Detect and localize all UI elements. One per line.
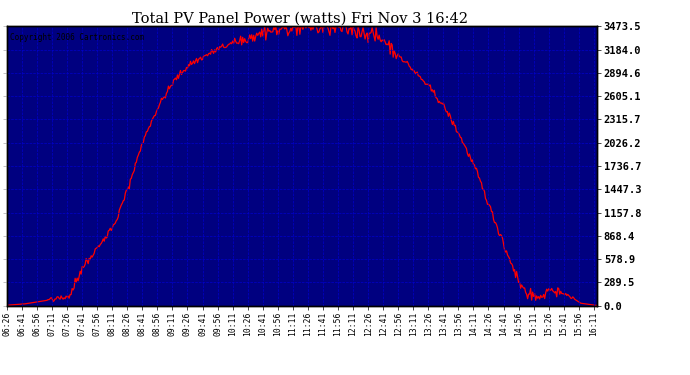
Text: Copyright 2006 Cartronics.com: Copyright 2006 Cartronics.com <box>10 33 144 42</box>
Text: Total PV Panel Power (watts) Fri Nov 3 16:42: Total PV Panel Power (watts) Fri Nov 3 1… <box>132 12 468 26</box>
